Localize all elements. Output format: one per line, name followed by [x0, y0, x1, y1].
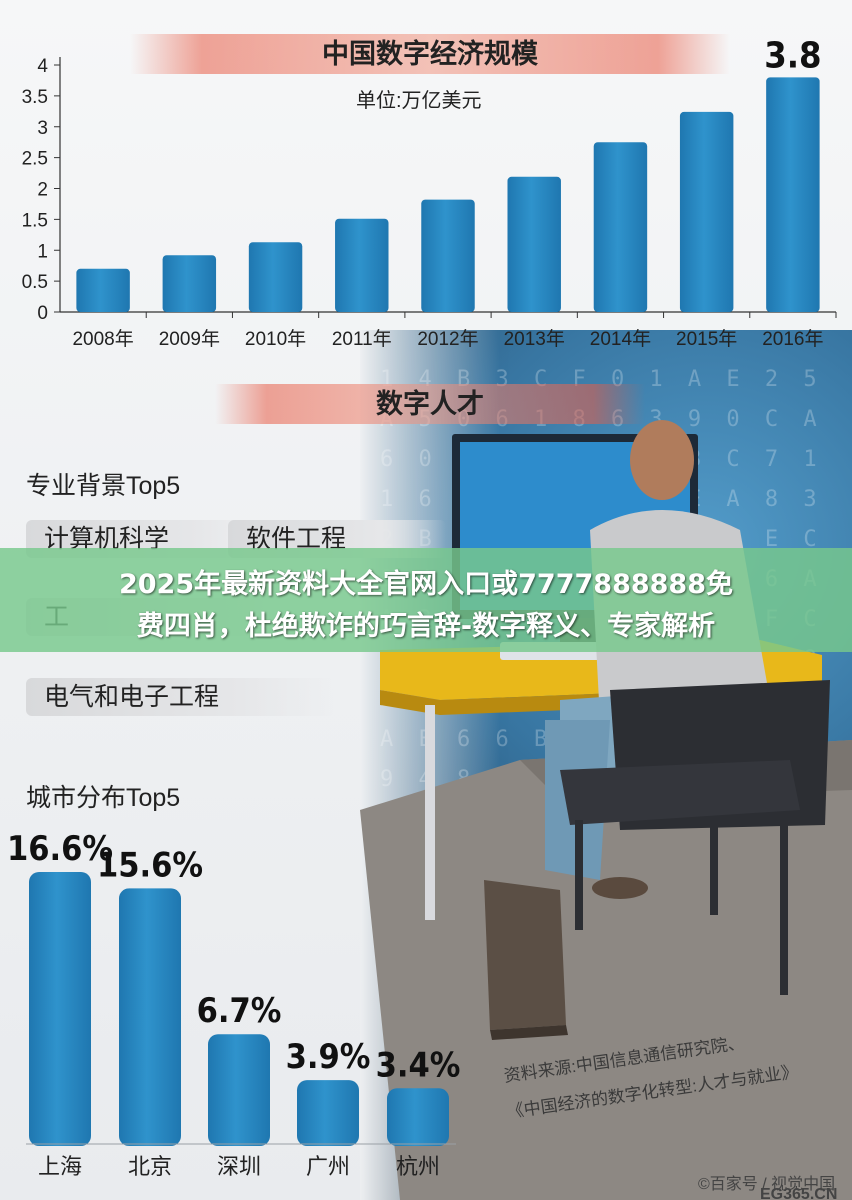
- economy-title: 中国数字经济规模: [130, 34, 730, 74]
- economy-bar: [421, 199, 475, 312]
- economy-bar: [248, 242, 303, 312]
- x-tick-label: 2014年: [590, 328, 651, 350]
- x-tick-label: 2016年: [762, 328, 823, 350]
- x-tick-label: 2011年: [332, 328, 392, 350]
- majors-heading: 专业背景Top5: [26, 472, 181, 500]
- city-label: 北京: [128, 1154, 172, 1179]
- major-item: 电气和电子工程: [26, 678, 334, 716]
- watermark-site: EG365.CN: [760, 1186, 838, 1200]
- y-tick-label: 1.5: [22, 210, 48, 231]
- x-tick-label: 2012年: [417, 328, 478, 350]
- city-bar: [119, 888, 181, 1146]
- city-label: 上海: [38, 1154, 82, 1179]
- city-label: 广州: [306, 1154, 350, 1179]
- economy-bar-value-label: 3.8: [764, 35, 821, 76]
- x-tick-label: 2013年: [504, 328, 565, 350]
- cities-heading: 城市分布Top5: [26, 784, 181, 812]
- y-tick-label: 0.5: [22, 272, 48, 293]
- y-tick-label: 2.5: [22, 149, 48, 170]
- economy-bar: [679, 111, 734, 313]
- x-tick-label: 2009年: [159, 328, 220, 350]
- city-bar-value-label: 15.6%: [97, 845, 203, 885]
- economy-bar: [76, 268, 130, 312]
- overlay-banner[interactable]: 2025年最新资料大全官网入口或7777888888免 费四肖，杜绝欺诈的巧言辞…: [0, 548, 852, 652]
- city-bar: [387, 1088, 449, 1146]
- economy-bar: [335, 218, 389, 312]
- city-bar-value-label: 6.7%: [197, 991, 282, 1031]
- x-tick-label: 2010年: [245, 328, 306, 350]
- city-bar: [297, 1080, 359, 1146]
- city-label: 深圳: [217, 1154, 261, 1179]
- economy-bar: [507, 176, 561, 312]
- overlay-line-1: 2025年最新资料大全官网入口或7777888888免: [118, 569, 733, 600]
- city-bar: [208, 1034, 270, 1146]
- city-label: 杭州: [396, 1154, 440, 1179]
- x-tick-label: 2008年: [72, 328, 133, 350]
- city-bar-value-label: 16.6%: [7, 829, 113, 869]
- y-tick-label: 3: [37, 118, 48, 139]
- economy-bar: [766, 77, 820, 312]
- economy-unit: 单位:万亿美元: [356, 90, 482, 112]
- talent-title: 数字人才: [215, 384, 645, 424]
- y-tick-label: 0: [37, 303, 48, 324]
- overlay-line-2: 费四肖，杜绝欺诈的巧言辞-数字释义、专家解析: [136, 611, 716, 642]
- y-tick-label: 4: [37, 56, 48, 77]
- economy-bar: [162, 255, 217, 312]
- x-tick-label: 2015年: [676, 328, 737, 350]
- watermark-text: ©百家号 / 视觉中国: [698, 1176, 836, 1193]
- economy-bar-chart: 0 0.5 1 1.5 2 2.5 3 3.5 4 2008年 2009年 2010年 2011年 201…: [22, 35, 837, 350]
- economy-bar: [593, 142, 648, 312]
- city-bar-value-label: 3.4%: [376, 1045, 461, 1085]
- y-tick-label: 1: [37, 241, 48, 262]
- y-tick-label: 3.5: [22, 87, 48, 108]
- y-tick-label: 2: [37, 180, 48, 201]
- city-bar-value-label: 3.9%: [286, 1037, 371, 1077]
- city-bar: [29, 872, 91, 1146]
